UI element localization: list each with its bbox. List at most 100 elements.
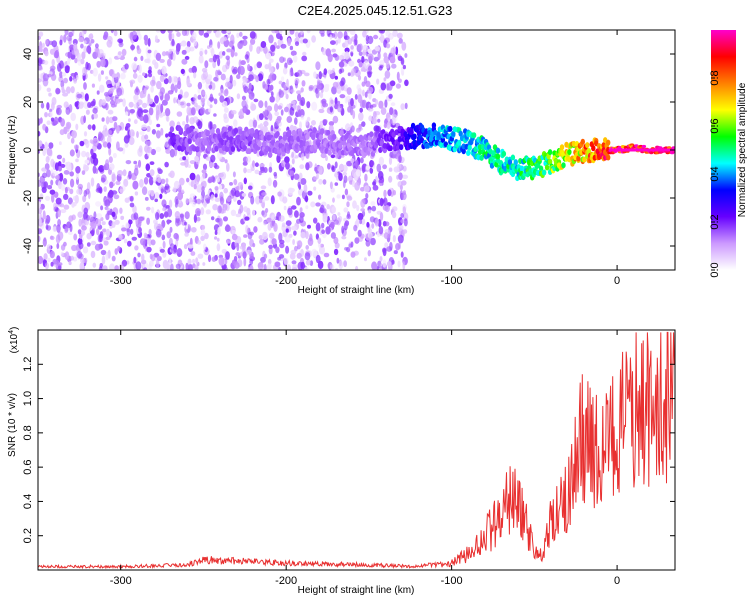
noise-cell xyxy=(378,179,384,184)
noise-cell xyxy=(240,60,246,66)
noise-cell xyxy=(155,212,160,220)
noise-cell xyxy=(38,235,41,243)
noise-cell xyxy=(233,179,238,186)
noise-cell xyxy=(311,35,316,43)
noise-cell xyxy=(333,219,339,225)
noise-cell xyxy=(103,165,107,171)
noise-cell xyxy=(155,130,161,139)
noise-cell xyxy=(256,150,261,157)
noise-cell xyxy=(60,118,65,127)
noise-cell xyxy=(184,221,187,226)
noise-cell xyxy=(57,219,61,227)
noise-cell xyxy=(129,202,135,208)
noise-cell xyxy=(359,107,364,113)
noise-cell xyxy=(140,238,146,246)
noise-cell xyxy=(279,56,285,63)
noise-cell xyxy=(42,123,47,131)
signal-cell xyxy=(399,144,404,151)
noise-cell xyxy=(115,180,121,186)
noise-cell xyxy=(175,218,180,227)
noise-cell xyxy=(45,195,51,201)
noise-cell xyxy=(100,70,104,75)
noise-cell xyxy=(75,158,79,163)
noise-cell xyxy=(105,116,110,125)
noise-cell xyxy=(338,172,343,182)
noise-cell xyxy=(253,98,259,103)
noise-cell xyxy=(231,229,236,235)
noise-cell xyxy=(88,214,93,221)
noise-cell xyxy=(300,231,306,239)
noise-cell xyxy=(334,182,339,186)
noise-cell xyxy=(73,78,77,84)
noise-cell xyxy=(197,120,203,130)
noise-cell xyxy=(39,217,42,226)
noise-cell xyxy=(128,219,133,225)
noise-cell xyxy=(392,30,398,37)
noise-cell xyxy=(225,77,230,83)
noise-cell xyxy=(230,49,235,58)
noise-cell xyxy=(373,34,379,40)
noise-cell xyxy=(113,30,118,37)
noise-cell xyxy=(330,221,335,229)
noise-cell xyxy=(222,100,228,108)
noise-cell xyxy=(190,181,194,188)
noise-cell xyxy=(83,45,88,54)
noise-cell xyxy=(73,43,78,52)
noise-cell xyxy=(163,211,169,218)
noise-cell xyxy=(266,217,272,223)
noise-cell xyxy=(317,260,324,270)
noise-cell xyxy=(313,176,318,181)
noise-cell xyxy=(166,115,170,122)
noise-cell xyxy=(274,111,280,117)
noise-cell xyxy=(130,44,136,51)
noise-cell xyxy=(178,94,183,99)
snr-frame xyxy=(37,329,676,571)
noise-cell xyxy=(291,260,297,265)
noise-cell xyxy=(78,103,84,109)
spectrogram-x-axis-title: Height of straight line (km) xyxy=(298,285,415,296)
noise-cell xyxy=(219,95,225,103)
noise-cell xyxy=(118,263,125,270)
noise-cell xyxy=(330,154,336,159)
noise-cell xyxy=(133,167,139,177)
noise-cell xyxy=(82,67,86,76)
noise-cell xyxy=(354,237,360,244)
noise-cell xyxy=(325,83,330,88)
noise-cell xyxy=(368,115,373,122)
noise-cell xyxy=(367,48,372,54)
noise-cell xyxy=(124,142,129,148)
noise-cell xyxy=(83,207,89,215)
noise-cell xyxy=(206,199,210,204)
noise-cell xyxy=(400,57,405,66)
noise-cell xyxy=(301,152,305,161)
noise-cell xyxy=(107,109,114,115)
noise-cell xyxy=(402,174,409,179)
noise-cell xyxy=(332,214,336,221)
noise-cell xyxy=(186,177,190,183)
noise-cell xyxy=(384,99,388,108)
noise-cell xyxy=(105,102,109,111)
noise-cell xyxy=(380,82,387,91)
noise-cell xyxy=(289,107,295,116)
noise-cell xyxy=(217,69,221,76)
signal-cell xyxy=(461,148,466,155)
noise-cell xyxy=(49,108,53,113)
noise-cell xyxy=(137,217,143,224)
noise-cell xyxy=(357,212,364,221)
noise-cell xyxy=(139,91,144,99)
noise-cell xyxy=(347,106,352,113)
noise-cell xyxy=(213,76,219,82)
noise-cell xyxy=(206,74,213,80)
noise-cell xyxy=(137,252,141,258)
noise-cell xyxy=(259,123,264,130)
noise-cell xyxy=(226,162,230,172)
noise-cell xyxy=(276,45,280,49)
noise-cell xyxy=(339,68,345,73)
noise-cell xyxy=(225,61,230,70)
noise-cell xyxy=(154,62,159,69)
noise-cell xyxy=(111,190,118,195)
noise-cell xyxy=(217,227,221,235)
noise-cell xyxy=(68,261,72,266)
noise-cell xyxy=(276,62,280,70)
noise-cell xyxy=(260,185,267,190)
